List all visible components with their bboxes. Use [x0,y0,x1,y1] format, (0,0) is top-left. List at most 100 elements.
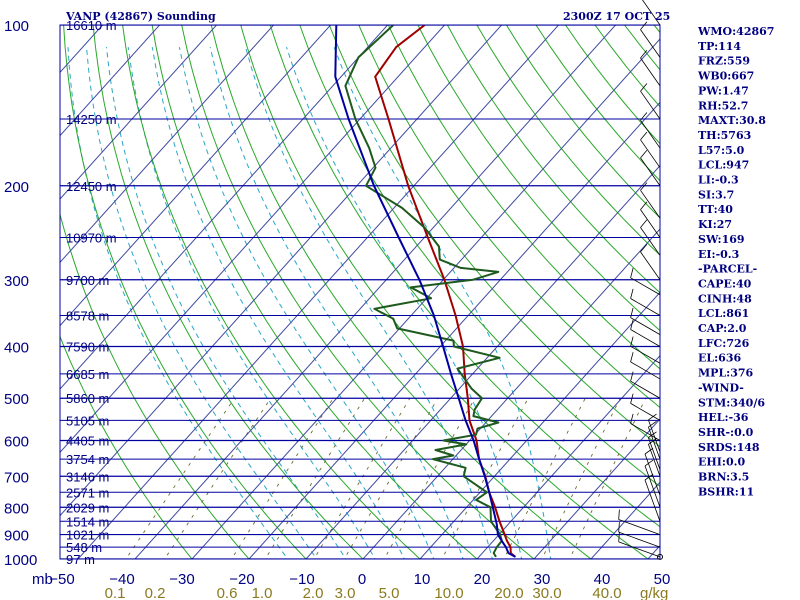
index-value: CINH:48 [698,292,752,305]
isotherm-line [419,291,660,559]
parcel-path-line [334,25,516,558]
temperature-tick-label: 20 [474,571,491,588]
height-label: 1021 m [66,528,109,543]
dry-adiabat-line [240,25,649,559]
sounding-profiles [334,25,517,558]
temperature-tick-label: 30 [534,571,551,588]
diagram-grid [60,25,660,559]
moist-adiabat-line [209,46,464,559]
mixing-ratio-line [343,397,439,559]
wind-barb-flag [630,413,634,424]
mixing-ratio-line [313,397,411,559]
height-label: 14250 m [66,112,117,127]
temperature-line [374,25,517,558]
wind-barb-shaft [630,403,661,421]
pressure-tick-label: 200 [4,179,29,196]
temperature-tick-label: 40 [594,571,611,588]
wind-barb-flag [640,131,648,141]
wind-barb-flag [618,522,620,533]
moist-adiabat-line [106,47,347,559]
dry-adiabat-line [181,25,535,559]
height-label: 2571 m [66,485,109,500]
mixing-ratio-label: 20.0 [494,585,523,600]
index-value: MAXT:30.8 [698,114,766,127]
pressure-unit-label: mb [32,571,53,588]
dewpoint-line [344,25,503,558]
height-label: 3754 m [66,452,109,467]
wind-barb-shaft [618,531,661,548]
index-value: TH:5763 [698,129,751,142]
height-label: 8578 m [66,309,109,324]
wind-barb-shaft [630,380,661,399]
pressure-tick-label: 300 [4,273,29,290]
dry-adiabat-line [269,25,660,528]
height-label: 9700 m [66,273,109,288]
isotherm-line [248,101,660,559]
mixing-ratio-line [569,398,647,559]
temperature-tick-label: −50 [49,571,74,588]
moist-adiabat-line [151,47,405,559]
temperature-tick-label: −40 [109,571,134,588]
dry-adiabat-line [387,25,660,370]
wind-barb-flag [644,447,654,455]
wind-barb-shaft [640,119,661,149]
wind-barb-shaft [640,190,661,219]
index-value: EL:636 [698,352,741,365]
index-value: KI:27 [698,218,732,231]
temperature-tick-label: 10 [414,571,431,588]
mixing-ratio-label: 0.1 [105,585,126,600]
isotherm-line [362,228,660,559]
wind-barb-shaft [640,57,661,87]
isotherm-line [533,418,660,559]
time-label: 2300Z 17 OCT 25 [563,10,670,23]
index-value: -WIND- [698,381,744,394]
index-value: EI:-0.3 [698,248,739,261]
index-value: CAP:2.0 [698,322,747,335]
index-value: HEL:-36 [698,411,749,424]
wind-barb-flag [630,288,634,299]
isotherm-line [305,164,660,559]
wind-barb-flag [644,473,654,481]
wind-barb-shaft [640,227,661,256]
height-label: 10970 m [66,230,117,245]
wind-barb-flag [630,268,634,278]
wind-barb-flag [640,243,648,253]
dry-adiabat-line [446,25,660,294]
index-value: BRN:3.5 [698,471,749,484]
index-value: CAPE:40 [698,277,752,290]
index-value: -PARCEL- [698,263,757,276]
calm-wind-marker [657,553,663,560]
moist-adiabat-line [86,47,318,559]
pressure-tick-label: 400 [4,340,29,357]
wind-barb-flag [648,420,657,428]
wind-barb-flag [630,393,634,404]
mixing-ratio-label: 1.0 [252,585,273,600]
index-value: TP:114 [698,40,741,53]
index-value: STM:340/6 [698,396,765,409]
isotherm-line [60,25,332,327]
wind-barb-flag [630,371,634,382]
dry-adiabat-line [358,25,660,409]
mixing-ratio-label: 0.2 [145,585,166,600]
index-value: LFC:726 [698,337,750,350]
pressure-tick-label: 600 [4,434,29,451]
wind-barb-shaft [640,251,661,281]
height-label: 4405 m [66,434,109,449]
mixing-ratio-label: 40.0 [592,585,621,600]
wind-barb-shaft [640,157,661,186]
moist-adiabat-line [286,46,523,559]
plot-frame [59,24,661,560]
wind-barb-flag [640,149,648,159]
wind-barb-shaft [648,444,661,477]
height-label: 1514 m [66,514,109,529]
isotherm-line [191,38,660,559]
wind-barb-shaft [630,361,661,380]
wind-barb-shaft [640,90,661,120]
dry-adiabat-line [122,25,421,559]
temperature-tick-label: −20 [229,571,254,588]
index-value: SW:169 [698,233,745,246]
station-title: VANP (42867) Sounding [65,10,216,23]
height-label: 97 m [66,552,95,567]
mixing-ratio-line [264,397,365,559]
